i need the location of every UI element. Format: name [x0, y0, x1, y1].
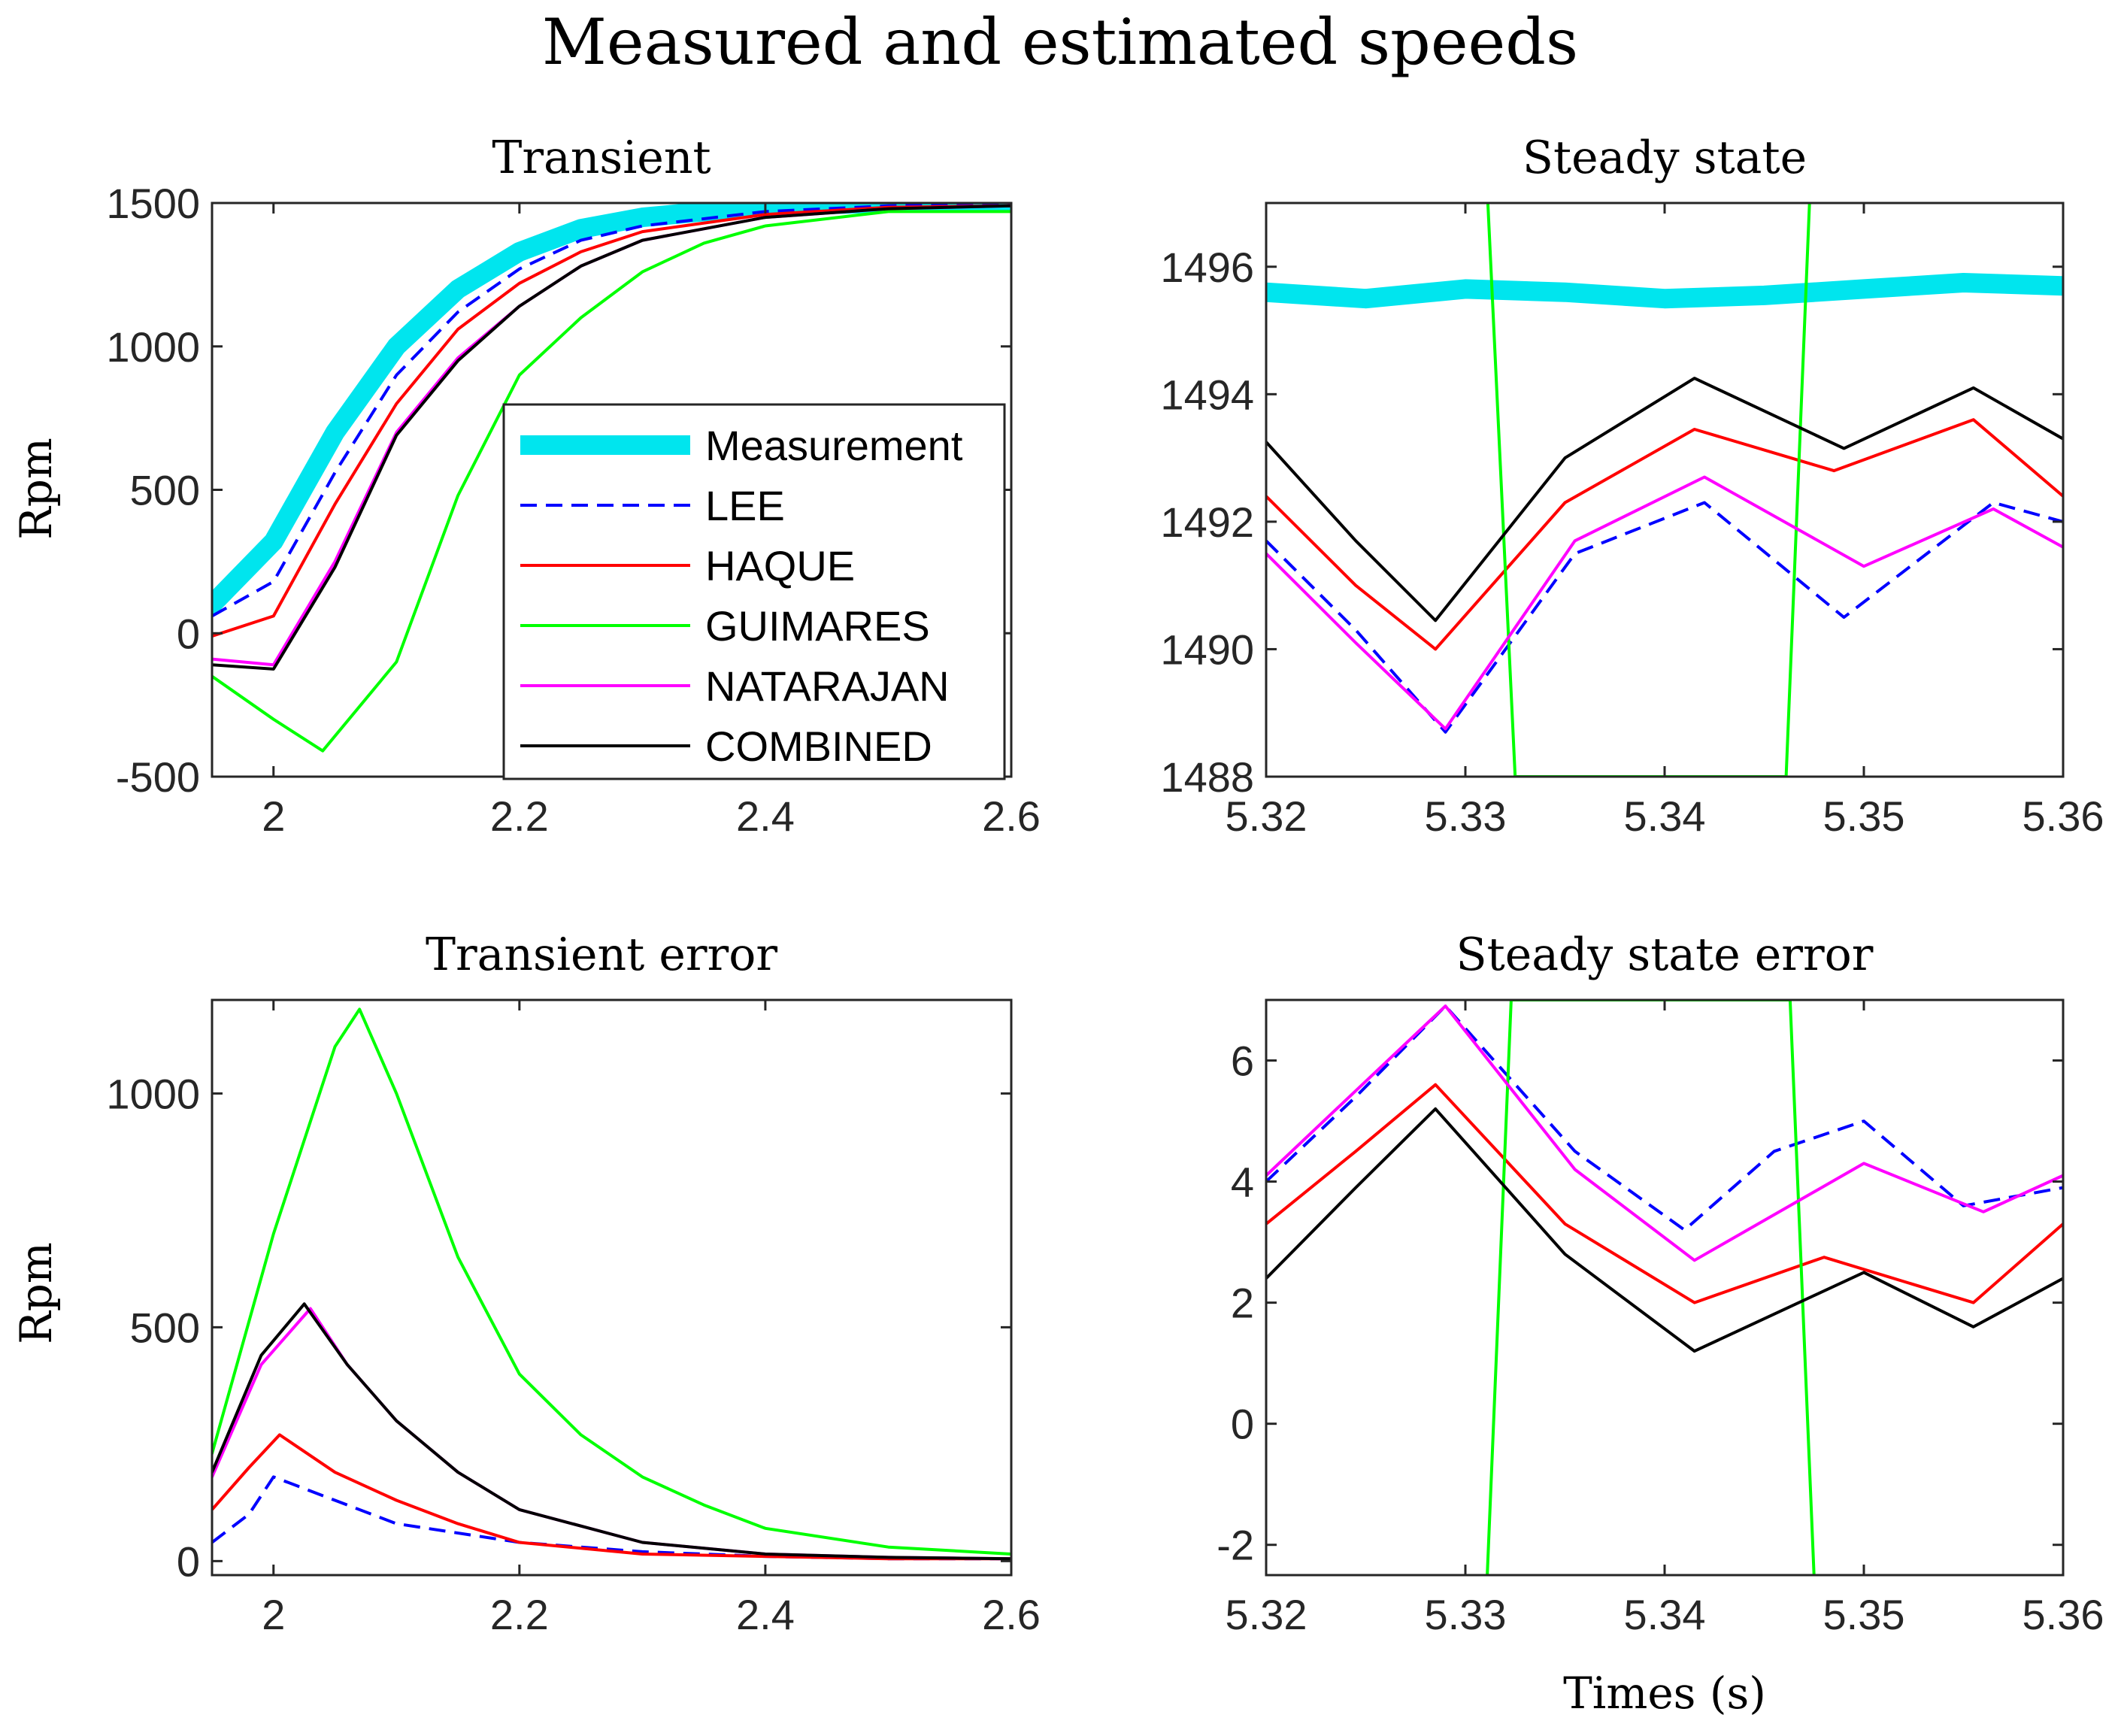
series-combined-steady-error [1266, 1107, 2063, 1353]
x-tick-label-transient-error: 2.2 [490, 1591, 549, 1638]
panel-steady-error-title: Steady state error [1456, 929, 1874, 981]
panel-transient-title: Transient [492, 132, 711, 184]
x-tick-label-steady-error: 5.33 [1425, 1591, 1507, 1638]
plot-area-transient-error [212, 1000, 1011, 1575]
series-guimares-steady-error [1486, 1000, 1816, 1575]
x-tick-label-transient: 2.2 [490, 792, 549, 840]
panel-transient-ylabel: Rpm [11, 438, 62, 540]
x-tick-label-steady-error: 5.34 [1624, 1591, 1706, 1638]
series-guimares-transient [212, 210, 1011, 753]
x-tick-label-transient: 2.6 [982, 792, 1041, 840]
x-tick-label-steady: 5.35 [1823, 792, 1905, 840]
panel-steady: Steady state 5.32 5.33 5.34 5.35 5.36 1488 149… [1160, 132, 2104, 840]
plot-area-steady-error [1266, 1000, 2063, 1575]
x-tick-label-steady: 5.32 [1226, 792, 1307, 840]
panel-transient-error: Transient error Rpm 2 2.2 2.4 2.6 0 500 1000 [11, 929, 1041, 1638]
panel-transient-error-title: Transient error [426, 929, 777, 981]
y-tick-label-steady: 1488 [1160, 753, 1254, 801]
legend-label-haque: HAQUE [705, 542, 855, 589]
axes-box-transient-error [211, 998, 1013, 1577]
series-natarajan-steady-error [1266, 1004, 2063, 1262]
y-tick-label-transient: -500 [116, 753, 200, 801]
y-tick-label-transient: 500 [130, 467, 200, 514]
series-measurement-transient [212, 203, 1011, 615]
series-haque-transient [212, 204, 1011, 638]
series-natarajan-steady [1266, 475, 2063, 731]
series-combined-transient [212, 204, 1011, 671]
x-tick-label-steady: 5.33 [1425, 792, 1507, 840]
y-tick-label-steady: 1490 [1160, 626, 1254, 673]
series-haque-steady-error [1266, 1083, 2063, 1304]
y-tick-label-transient-error: 500 [130, 1304, 200, 1351]
series-combined-transient-error [212, 1302, 1011, 1561]
x-axis-label: Times (s) [1563, 1668, 1766, 1719]
x-tick-label-steady-error: 5.36 [2023, 1591, 2104, 1638]
legend: Measurement LEE HAQUE GUIMARES NATARAJAN COMB… [502, 403, 1006, 780]
x-tick-label-steady-error: 5.32 [1226, 1591, 1307, 1638]
x-tick-label-transient-error: 2 [262, 1591, 285, 1638]
legend-label-natarajan: NATARAJAN [705, 662, 950, 710]
x-tick-label-steady: 5.36 [2023, 792, 2104, 840]
x-tick-label-transient: 2 [262, 792, 285, 840]
y-tick-label-steady-error: -2 [1217, 1522, 1254, 1569]
panel-transient-error-ylabel: Rpm [11, 1242, 62, 1344]
legend-label-guimares: GUIMARES [705, 602, 930, 650]
panel-steady-title: Steady state [1523, 132, 1807, 184]
y-tick-label-steady: 1492 [1160, 498, 1254, 546]
series-lee-steady-error [1266, 1004, 2063, 1232]
y-tick-label-steady-error: 0 [1231, 1401, 1254, 1448]
y-tick-label-steady-error: 2 [1231, 1280, 1254, 1327]
y-tick-label-transient-error: 1000 [106, 1070, 200, 1117]
y-tick-label-steady: 1496 [1160, 244, 1254, 291]
legend-box [502, 403, 1006, 780]
x-tick-label-steady: 5.34 [1624, 792, 1706, 840]
legend-label-measurement: Measurement [705, 422, 963, 469]
x-tick-label-transient: 2.4 [736, 792, 795, 840]
series-haque-steady [1266, 418, 2063, 651]
y-tick-label-steady: 1494 [1160, 371, 1254, 418]
y-tick-label-transient-error: 0 [177, 1538, 200, 1585]
series-guimares-steady [1486, 203, 1811, 777]
legend-label-combined: COMBINED [705, 723, 932, 770]
series-haque-transient-error [212, 1433, 1011, 1561]
x-tick-label-transient-error: 2.6 [982, 1591, 1041, 1638]
legend-label-lee: LEE [705, 482, 785, 529]
y-tick-label-steady-error: 6 [1231, 1038, 1254, 1085]
series-guimares-transient-error [212, 1007, 1011, 1556]
series-lee-steady [1266, 501, 2063, 734]
figure-title: Measured and estimated speeds [542, 5, 1578, 79]
panel-steady-error: Steady state error Times (s) 5.32 5.33 5.3… [1217, 929, 2104, 1719]
series-measurement-steady [1266, 273, 2063, 309]
y-tick-label-transient: 0 [177, 610, 200, 657]
x-tick-label-steady-error: 5.35 [1823, 1591, 1905, 1638]
x-tick-label-transient-error: 2.4 [736, 1591, 795, 1638]
series-lee-transient [212, 203, 1011, 618]
y-tick-label-steady-error: 4 [1231, 1159, 1254, 1206]
series-combined-steady [1266, 377, 2063, 623]
y-tick-label-transient: 1000 [106, 323, 200, 371]
y-tick-label-transient: 1500 [106, 180, 200, 227]
